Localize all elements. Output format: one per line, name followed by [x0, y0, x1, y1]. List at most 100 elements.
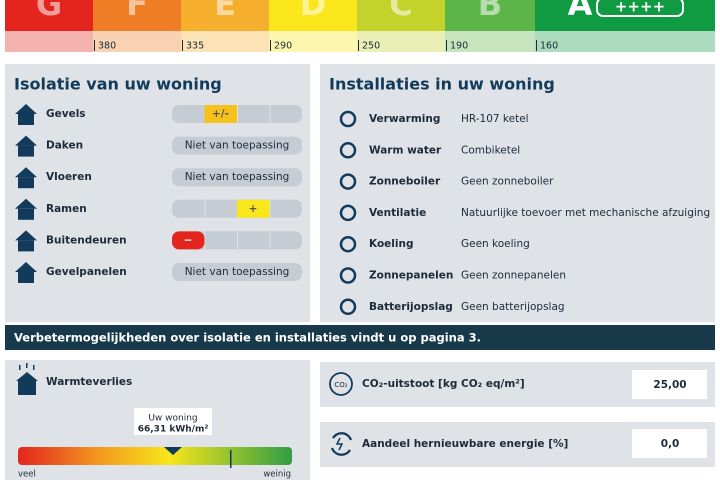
item-label: Ramen	[46, 203, 87, 215]
installation-value: Natuurlijke toevoer met mechanische afzu…	[461, 207, 710, 219]
installation-icon	[339, 267, 357, 284]
status-text: Niet van toepassing	[185, 266, 290, 278]
scale-low: veel	[18, 470, 36, 480]
threshold-label: 335	[186, 41, 204, 52]
co2-value: 25,00	[653, 379, 686, 391]
threshold-label: 190	[450, 41, 468, 52]
threshold-mark	[536, 40, 537, 51]
banner	[5, 325, 715, 350]
class-letter: C	[389, 0, 412, 23]
wall	[18, 145, 34, 157]
installation-icon	[339, 110, 357, 128]
installation-label: Ventilatie	[369, 207, 426, 219]
roof	[15, 198, 37, 209]
label-bar: G F 380 E 335 D 290 C 250 B 190 A ++++ 160	[5, 0, 715, 52]
installation-label: Batterijopslag	[369, 301, 453, 313]
score-text: −	[184, 234, 193, 246]
roof	[15, 167, 37, 178]
score-divider	[269, 199, 271, 218]
wall	[18, 114, 34, 125]
heat-loss-scale	[18, 447, 292, 465]
score-divider	[269, 231, 271, 250]
insulation-panel	[5, 64, 310, 322]
installation-value: Geen zonnepanelen	[461, 270, 566, 282]
class-band	[445, 0, 535, 31]
installation-icon	[339, 204, 357, 222]
renewable-label: Aandeel hernieuwbare energie [%]	[362, 438, 568, 450]
threshold-label: 380	[98, 41, 116, 52]
scale-tick	[230, 450, 232, 468]
threshold-mark	[270, 40, 271, 51]
house-icon	[15, 135, 37, 157]
class-band-light	[269, 31, 357, 52]
co2-icon-text: CO₂	[334, 381, 347, 389]
item-label: Vloeren	[46, 171, 92, 183]
class-band-light	[357, 31, 445, 52]
class-letter: A	[568, 0, 593, 23]
callout-title: Uw woning	[148, 414, 197, 424]
roof	[15, 262, 37, 272]
score-divider	[269, 105, 271, 123]
class-band	[269, 0, 357, 31]
renewable-value: 0,0	[661, 438, 680, 450]
installation-icon	[339, 173, 357, 190]
co2-icon	[329, 372, 353, 396]
class-band-light	[93, 31, 181, 52]
class-letter: F	[126, 0, 148, 23]
renewable-value-box	[632, 429, 707, 458]
callout-value: 66,31 kWh/m²	[138, 425, 209, 435]
threshold-label: 250	[362, 41, 380, 52]
installations-panel	[320, 64, 715, 322]
score-segment	[204, 105, 237, 123]
installation-icon	[339, 142, 357, 159]
class-badge-text: ++++	[615, 0, 665, 16]
heat-loss-title: Warmteverlies	[46, 376, 132, 388]
callout-box	[134, 408, 212, 435]
roof	[15, 104, 37, 114]
house-icon	[15, 262, 37, 283]
score-text: +	[249, 203, 258, 215]
roof	[15, 230, 37, 241]
item-label: Daken	[46, 140, 83, 152]
score-segment	[172, 231, 205, 250]
installation-value: Combiketel	[461, 144, 520, 156]
item-label: Gevels	[46, 108, 86, 120]
threshold-mark	[182, 40, 183, 51]
class-band	[357, 0, 445, 31]
status-text: Niet van toepassing	[185, 171, 290, 183]
co2-label: CO₂-uitstoot [kg CO₂ eq/m²]	[362, 378, 525, 390]
house-icon	[15, 104, 37, 125]
installation-value: Geen batterijopslag	[461, 301, 565, 313]
class-band-light	[535, 31, 715, 52]
house-icon	[15, 198, 37, 220]
renewable-icon	[330, 432, 353, 456]
installation-label: Zonneboiler	[369, 176, 441, 188]
class-letter: B	[478, 0, 502, 23]
class-band-light	[181, 31, 269, 52]
class-band	[93, 0, 181, 31]
class-letter: E	[214, 0, 236, 23]
class-band	[181, 0, 269, 31]
status-pill	[172, 136, 302, 155]
installation-value: Geen zonneboiler	[461, 176, 554, 188]
score-divider	[237, 231, 238, 250]
threshold-label: 160	[540, 41, 558, 52]
class-band	[5, 0, 93, 31]
wall	[18, 272, 34, 283]
class-band-light	[445, 31, 535, 52]
item-label: Buitendeuren	[46, 234, 127, 246]
status-text: Niet van toepassing	[185, 140, 290, 152]
installation-icon	[339, 235, 357, 253]
wall	[18, 177, 34, 189]
wall	[18, 240, 34, 252]
installation-label: Verwarming	[369, 113, 440, 125]
threshold-mark	[94, 40, 95, 51]
roof	[15, 135, 37, 146]
status-pill	[172, 263, 302, 281]
wall	[18, 208, 34, 220]
score-divider	[204, 199, 206, 218]
installation-label: Zonnepanelen	[369, 270, 453, 282]
heat-loss-icon	[16, 363, 38, 395]
banner-text: Verbetermogelijkheden over isolatie en i…	[14, 331, 481, 345]
